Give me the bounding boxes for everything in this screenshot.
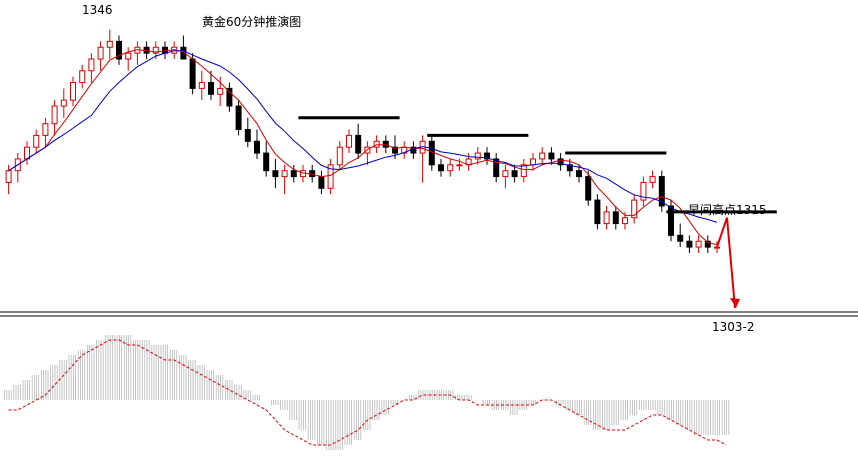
target-label: 1303-2 — [712, 320, 755, 334]
candle-body — [456, 164, 463, 167]
candle-body — [622, 217, 628, 225]
candle-body — [24, 146, 30, 160]
macd-panel — [4, 335, 730, 450]
ma-long-line — [8, 50, 718, 223]
candle-body — [60, 99, 67, 107]
candle-body — [576, 170, 582, 178]
candle-body — [281, 170, 288, 178]
candle-body — [42, 123, 49, 136]
candle-body — [382, 140, 389, 148]
candle-body — [438, 164, 444, 172]
ma-short-line — [8, 49, 718, 246]
candle-body — [70, 82, 76, 101]
candle-body — [79, 70, 86, 84]
candle-body — [5, 170, 12, 183]
projection-arrowhead — [730, 298, 740, 308]
candle-body — [51, 105, 58, 125]
macd-signal-line — [8, 339, 727, 446]
candle-body — [33, 134, 40, 148]
candle-body — [97, 46, 104, 60]
candle-body — [235, 105, 242, 131]
candle-body — [686, 240, 693, 248]
price-panel — [5, 29, 777, 309]
candle-body — [539, 152, 546, 160]
candle-body — [272, 170, 279, 178]
candle-body — [594, 199, 601, 225]
candle-body — [520, 164, 527, 178]
candle-body — [557, 158, 564, 166]
candle-body — [585, 176, 592, 201]
candle-body — [603, 211, 610, 225]
candle-body — [566, 164, 573, 172]
candle-body — [244, 129, 251, 142]
candle-body — [714, 246, 720, 249]
candle-body — [704, 240, 711, 248]
candle-body — [355, 134, 362, 154]
candle-body — [198, 82, 205, 89]
candle-body — [658, 176, 665, 207]
candle-body — [530, 158, 536, 166]
candle-body — [612, 211, 619, 225]
candle-body — [548, 152, 555, 160]
candle-body — [152, 46, 159, 54]
candle-body — [217, 87, 224, 95]
candle-body — [511, 170, 518, 178]
high-label: 1346 — [82, 3, 113, 17]
candle-body — [649, 176, 656, 183]
candle-body — [106, 40, 113, 48]
candle-body — [695, 240, 702, 248]
candle-body — [493, 158, 500, 178]
candle-body — [226, 87, 233, 107]
candle-body — [336, 146, 343, 166]
candle-body — [392, 146, 398, 154]
morning-high-label: 早间高点1315 — [688, 202, 767, 217]
candle-body — [254, 140, 260, 154]
candle-body — [263, 152, 270, 172]
chart-title: 黄金60分钟推演图 — [202, 14, 301, 29]
projection-arrow — [716, 217, 736, 309]
candle-body — [318, 176, 325, 189]
candle-body — [125, 52, 132, 60]
candle-body — [447, 164, 454, 172]
candle-body — [88, 58, 95, 72]
candle-body — [208, 82, 214, 95]
candle-body — [346, 134, 352, 148]
candle-body — [677, 234, 684, 242]
candle-body — [631, 199, 638, 219]
candle-body — [484, 152, 490, 160]
candle-body — [180, 46, 187, 60]
candle-body — [189, 58, 196, 89]
candle-body — [502, 170, 509, 178]
candle-body — [474, 152, 481, 160]
candle-body — [327, 164, 334, 189]
candle-body — [668, 205, 674, 236]
candle-body — [640, 181, 647, 201]
candle-body — [116, 40, 122, 60]
candle-body — [373, 140, 380, 148]
candle-body — [290, 170, 297, 178]
